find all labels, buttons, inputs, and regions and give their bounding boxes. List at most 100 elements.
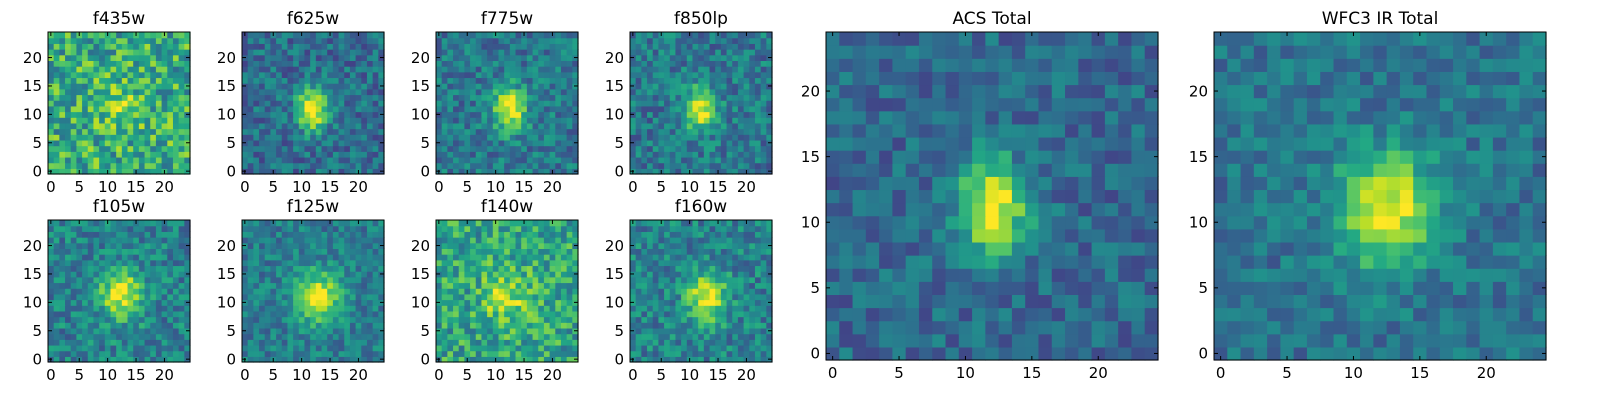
- heatmap-cell: [327, 83, 334, 90]
- heatmap-cell: [749, 139, 756, 147]
- heatmap-cell: [481, 83, 488, 90]
- heatmap-cell: [498, 128, 505, 135]
- heatmap-cell: [321, 66, 328, 73]
- heatmap-cell: [538, 293, 545, 301]
- heatmap-cell: [560, 259, 568, 267]
- heatmap-cell: [338, 111, 345, 118]
- axes-frame: [47, 31, 191, 175]
- heatmap-cell: [453, 134, 460, 141]
- heatmap-cell: [321, 168, 328, 175]
- heatmap-cell: [498, 43, 505, 50]
- heatmap-cell: [378, 316, 385, 323]
- heatmap-cell: [138, 339, 146, 346]
- heatmap-cell: [560, 225, 568, 232]
- heatmap-cell: [749, 88, 756, 96]
- heatmap-cell: [692, 83, 699, 90]
- heatmap-cell: [436, 37, 443, 44]
- heatmap-cell: [703, 77, 711, 84]
- heatmap-cell: [630, 156, 637, 164]
- heatmap-cell: [172, 151, 180, 158]
- heatmap-cell: [276, 356, 283, 363]
- heatmap-cell: [65, 350, 72, 357]
- heatmap-cell: [487, 151, 494, 158]
- heatmap-cell: [99, 305, 106, 312]
- heatmap-cell: [315, 293, 323, 301]
- heatmap-cell: [287, 105, 294, 113]
- heatmap-cell: [543, 83, 551, 90]
- heatmap-cell: [754, 32, 762, 39]
- heatmap-cell: [366, 333, 374, 340]
- heatmap-cell: [264, 305, 271, 312]
- heatmap-cell: [641, 32, 648, 39]
- heatmap-cell: [447, 259, 454, 267]
- heatmap-cell: [464, 305, 471, 312]
- heatmap-cell: [287, 322, 294, 329]
- heatmap-cell: [99, 220, 106, 227]
- heatmap-cell: [555, 111, 562, 118]
- heatmap-cell: [65, 83, 72, 90]
- heatmap-cell: [259, 271, 266, 278]
- heatmap-cell: [76, 128, 83, 135]
- heatmap-cell: [349, 54, 357, 61]
- heatmap-cell: [144, 288, 151, 295]
- heatmap-cell: [167, 299, 174, 306]
- heatmap-cell: [53, 305, 60, 312]
- heatmap-cell: [475, 54, 483, 61]
- heatmap-cell: [726, 122, 733, 130]
- heatmap-cell: [715, 94, 722, 101]
- heatmap-cell: [532, 77, 539, 84]
- heatmap-cell: [155, 237, 163, 244]
- heatmap-cell: [453, 71, 460, 79]
- heatmap-cell: [104, 344, 112, 352]
- heatmap-cell: [349, 254, 357, 261]
- heatmap-cell: [138, 32, 146, 39]
- y-tick-label: 5: [226, 134, 236, 152]
- heatmap-cell: [53, 32, 60, 39]
- heatmap-cell: [253, 139, 260, 147]
- heatmap-cell: [287, 288, 294, 295]
- heatmap-cell: [310, 299, 317, 306]
- heatmap-cell: [53, 333, 60, 340]
- heatmap-cell: [470, 305, 477, 312]
- heatmap-cell: [315, 32, 323, 39]
- heatmap-cell: [133, 344, 140, 352]
- heatmap-cell: [344, 322, 351, 329]
- heatmap-cell: [737, 117, 745, 124]
- heatmap-cell: [65, 71, 72, 79]
- heatmap-cell: [441, 254, 448, 261]
- heatmap-cell: [104, 111, 112, 118]
- heatmap-cell: [178, 60, 185, 67]
- heatmap-cell: [253, 54, 260, 61]
- heatmap-cell: [53, 356, 60, 363]
- heatmap-cell: [669, 66, 677, 73]
- heatmap-cell: [458, 356, 465, 363]
- heatmap-cell: [310, 288, 317, 295]
- heatmap-cell: [65, 168, 72, 175]
- heatmap-cell: [732, 49, 739, 56]
- heatmap-cell: [378, 122, 385, 130]
- heatmap-cell: [498, 156, 505, 164]
- heatmap-cell: [470, 254, 477, 261]
- heatmap-cell: [110, 259, 117, 267]
- heatmap-cell: [264, 111, 271, 118]
- heatmap-cell: [378, 88, 385, 96]
- heatmap-cell: [253, 299, 260, 306]
- heatmap-cell: [298, 162, 306, 169]
- heatmap-cell: [652, 288, 659, 295]
- heatmap-cell: [703, 88, 711, 96]
- heatmap-cell: [560, 271, 568, 278]
- axes-frame: [241, 219, 385, 363]
- heatmap-cell: [99, 327, 106, 335]
- heatmap-cell: [76, 271, 83, 278]
- heatmap-cell: [504, 310, 511, 318]
- heatmap-cell: [167, 293, 174, 301]
- heatmap-cell: [543, 128, 551, 135]
- heatmap-cell: [630, 49, 637, 56]
- heatmap-cell: [566, 105, 573, 113]
- heatmap-cell: [116, 282, 123, 289]
- heatmap-cell: [436, 100, 443, 107]
- heatmap-cell: [658, 145, 665, 152]
- heatmap-cell: [453, 276, 460, 284]
- heatmap-cell: [509, 288, 517, 295]
- heatmap-cell: [647, 156, 654, 164]
